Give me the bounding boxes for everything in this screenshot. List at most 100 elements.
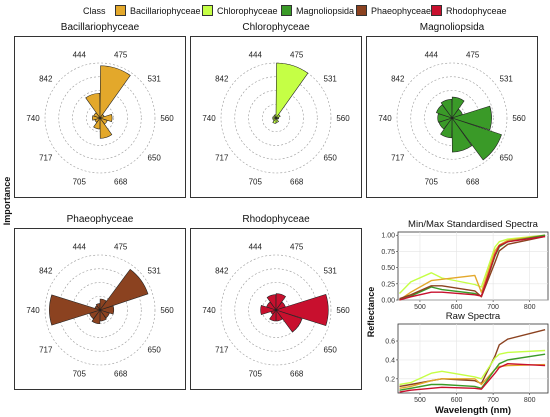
x-tick-label: 500: [414, 397, 426, 404]
radial-bar-842: [93, 112, 101, 119]
radial-bar-650: [451, 117, 502, 161]
grid-ring: [44, 254, 156, 366]
category-label-705: 705: [249, 178, 263, 187]
category-label-531: 531: [500, 75, 514, 84]
radial-panel-magnoliopsida: Magnoliopsida 444 475 531 560 650 668 705 717 74…: [366, 22, 538, 198]
grid-ring: [234, 76, 318, 160]
category-label-650: 650: [148, 153, 162, 162]
y-tick-label: 0.25: [381, 281, 395, 288]
legend-key-phaeophyceae: [356, 5, 367, 16]
radial-bar-740: [272, 116, 278, 120]
radial-bar-444: [85, 92, 101, 119]
panel-title: Phaeophyceae: [66, 214, 134, 225]
category-label-705: 705: [425, 178, 439, 187]
spectra-title: Min/Max Standardised Spectra: [408, 219, 539, 230]
radial-bar-842: [94, 305, 101, 311]
category-label-668: 668: [114, 178, 128, 187]
category-label-444: 444: [249, 242, 263, 251]
grid-ring: [72, 282, 128, 338]
grid-ring: [410, 76, 494, 160]
category-label-740: 740: [202, 114, 216, 123]
radial-panel-phaeophyceae: Phaeophyceae 444 475 531 560 650 668 705 717 740…: [14, 214, 186, 390]
category-label-531: 531: [148, 75, 162, 84]
category-label-842: 842: [391, 75, 405, 84]
category-label-475: 475: [114, 50, 128, 59]
panel-title: Rhodophyceae: [242, 214, 310, 225]
y-tick-label: 0.00: [381, 298, 395, 305]
radial-chart: 444 475 531 560 650 668 705 717 740 842: [190, 36, 362, 198]
legend-label-magnoliopsida: Magnoliopsida: [296, 6, 355, 16]
radial-bar-705: [93, 117, 101, 130]
category-label-560: 560: [512, 114, 526, 123]
category-label-560: 560: [336, 306, 350, 315]
panel-title: Chlorophyceae: [242, 22, 310, 33]
category-label-705: 705: [73, 370, 87, 379]
category-label-705: 705: [249, 370, 263, 379]
category-label-444: 444: [425, 50, 439, 59]
category-label-717: 717: [215, 153, 229, 162]
category-label-531: 531: [148, 267, 162, 276]
category-label-705: 705: [73, 178, 87, 187]
spectra-line-phaeophyceae: [399, 235, 546, 300]
y-tick-label: 0.6: [385, 339, 395, 346]
legend-title: Class: [83, 6, 106, 16]
spectra-x-axis-label: Wavelength (nm): [435, 405, 511, 416]
radial-bar-842: [435, 104, 453, 119]
category-label-475: 475: [114, 242, 128, 251]
category-label-560: 560: [336, 114, 350, 123]
radial-bar-668: [451, 117, 473, 153]
legend: Class Bacillariophyceae Chlorophyceae Ma…: [0, 0, 550, 24]
category-label-717: 717: [391, 153, 405, 162]
category-label-668: 668: [114, 370, 128, 379]
category-label-650: 650: [500, 153, 514, 162]
y-tick-label: 0.2: [385, 376, 395, 383]
radial-bar-475: [99, 65, 131, 119]
grid-ring: [220, 254, 332, 366]
panel-title: Magnoliopsida: [419, 22, 485, 33]
category-label-650: 650: [324, 345, 338, 354]
radial-panel-rhodophyceae: Rhodophyceae 444 475 531 560 650 668 705 717 740…: [190, 214, 362, 390]
radial-bar-668: [99, 117, 113, 139]
category-label-475: 475: [290, 50, 304, 59]
radial-chart: 444 475 531 560 650 668 705 717 740 842: [190, 228, 362, 390]
radial-bar-705: [91, 309, 101, 325]
category-label-668: 668: [290, 370, 304, 379]
x-tick-label: 700: [487, 304, 499, 311]
x-tick-label: 600: [451, 304, 463, 311]
radial-bar-842: [273, 115, 277, 119]
legend-key-magnoliopsida: [281, 5, 292, 16]
y-tick-label: 0.50: [381, 265, 395, 272]
y-tick-label: 0.4: [385, 357, 395, 364]
legend-key-chlorophyceae: [202, 5, 213, 16]
radial-bar-531: [99, 268, 149, 311]
category-label-560: 560: [160, 306, 174, 315]
radial-bar-560: [274, 293, 329, 327]
spectra-line-magnoliopsida: [399, 353, 546, 391]
radial-bar-560: [98, 114, 113, 122]
category-label-475: 475: [466, 50, 480, 59]
category-label-668: 668: [466, 178, 480, 187]
legend-label-phaeophyceae: Phaeophyceae: [371, 6, 432, 16]
radial-bar-705: [440, 117, 453, 139]
grid-ring: [58, 76, 142, 160]
radial-bar-475: [275, 293, 286, 311]
radial-bar-475: [451, 96, 465, 119]
category-label-740: 740: [26, 306, 40, 315]
radial-panel-chlorophyceae: Chlorophyceae 444 475 531 560 650 668 705 717 74…: [190, 22, 362, 198]
legend-label-bacillariophyceae: Bacillariophyceae: [130, 6, 201, 16]
radial-chart: 444 475 531 560 650 668 705 717 740 842: [366, 36, 538, 198]
spectra-line-chlorophyceae: [398, 234, 546, 294]
category-label-650: 650: [324, 153, 338, 162]
grid-ring: [220, 62, 332, 174]
panel-title: Bacillariophyceae: [60, 22, 140, 33]
spectra-panel: Min/Max Standardised Spectra 500 600 700 800…: [362, 214, 550, 417]
category-label-444: 444: [73, 50, 87, 59]
category-label-531: 531: [324, 267, 338, 276]
category-label-560: 560: [160, 114, 174, 123]
radial-bar-560: [274, 116, 280, 120]
radial-bar-740: [49, 294, 102, 326]
radial-bar-531: [275, 114, 281, 119]
spectra-line-rhodophyceae: [399, 235, 546, 301]
radial-chart: 444 475 531 560 650 668 705 717 740 842: [14, 228, 186, 390]
category-label-475: 475: [290, 242, 304, 251]
